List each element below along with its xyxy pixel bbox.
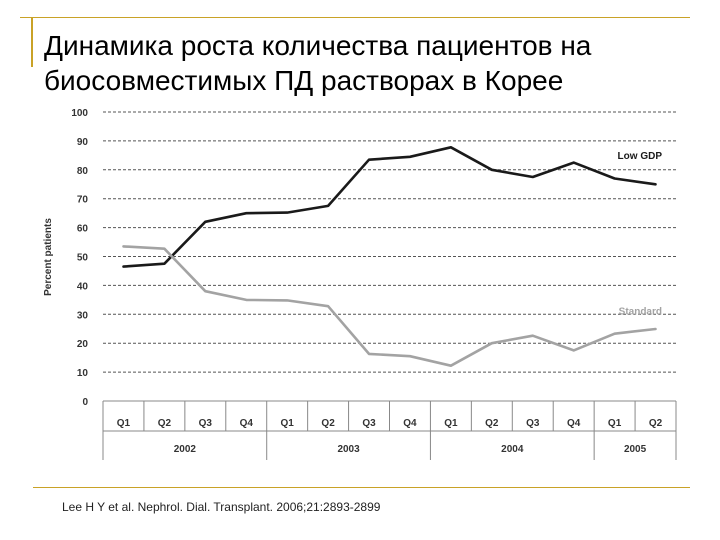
x-tick-label: Q2: [158, 418, 172, 429]
x-tick-label: Q1: [117, 418, 131, 429]
x-tick-label: Q3: [526, 418, 540, 429]
x-tick-label: Q2: [649, 418, 663, 429]
x-tick-label: Q4: [567, 418, 581, 429]
y-tick-label: 20: [77, 339, 89, 350]
y-tick-label: 60: [77, 224, 89, 235]
x-tick-label: Q1: [444, 418, 458, 429]
series-line-low-gdp: [122, 146, 657, 268]
x-tick-label: Q3: [362, 418, 376, 429]
year-label: 2003: [337, 444, 360, 455]
title-accent-vertical: [31, 17, 33, 67]
y-tick-label: 80: [77, 166, 89, 177]
slide-title: Динамика роста количества пациентов на б…: [44, 28, 704, 98]
year-label: 2005: [624, 444, 647, 455]
y-tick-label: 30: [77, 310, 89, 321]
x-tick-label: Q2: [321, 418, 335, 429]
x-tick-label: Q2: [485, 418, 499, 429]
x-tick-label: Q1: [281, 418, 295, 429]
y-tick-label: 40: [77, 281, 89, 292]
y-tick-label: 90: [77, 137, 89, 148]
slide-title-line1: Динамика роста количества пациентов на: [44, 30, 592, 61]
y-tick-label: 70: [77, 195, 89, 206]
y-axis-label: Percent patients: [43, 218, 54, 296]
series-line-standard: [122, 245, 657, 368]
legend-standard: Standard: [619, 306, 662, 317]
x-tick-label: Q1: [608, 418, 622, 429]
y-tick-label: 50: [77, 253, 89, 264]
title-accent-horizontal: [20, 17, 690, 18]
x-tick-label: Q4: [240, 418, 254, 429]
y-tick-label: 10: [77, 368, 89, 379]
slide-title-line2: биосовместимых ПД растворах в Корее: [44, 65, 564, 96]
x-tick-label: Q3: [199, 418, 213, 429]
year-label: 2002: [174, 444, 197, 455]
x-tick-label: Q4: [403, 418, 417, 429]
legend-low-gdp: Low GDP: [618, 151, 663, 162]
y-tick-label: 0: [82, 397, 88, 408]
footer-divider: [33, 487, 690, 488]
y-tick-label: 100: [71, 108, 88, 119]
citation: Lee H Y et al. Nephrol. Dial. Transplant…: [62, 500, 381, 514]
year-label: 2004: [501, 444, 524, 455]
